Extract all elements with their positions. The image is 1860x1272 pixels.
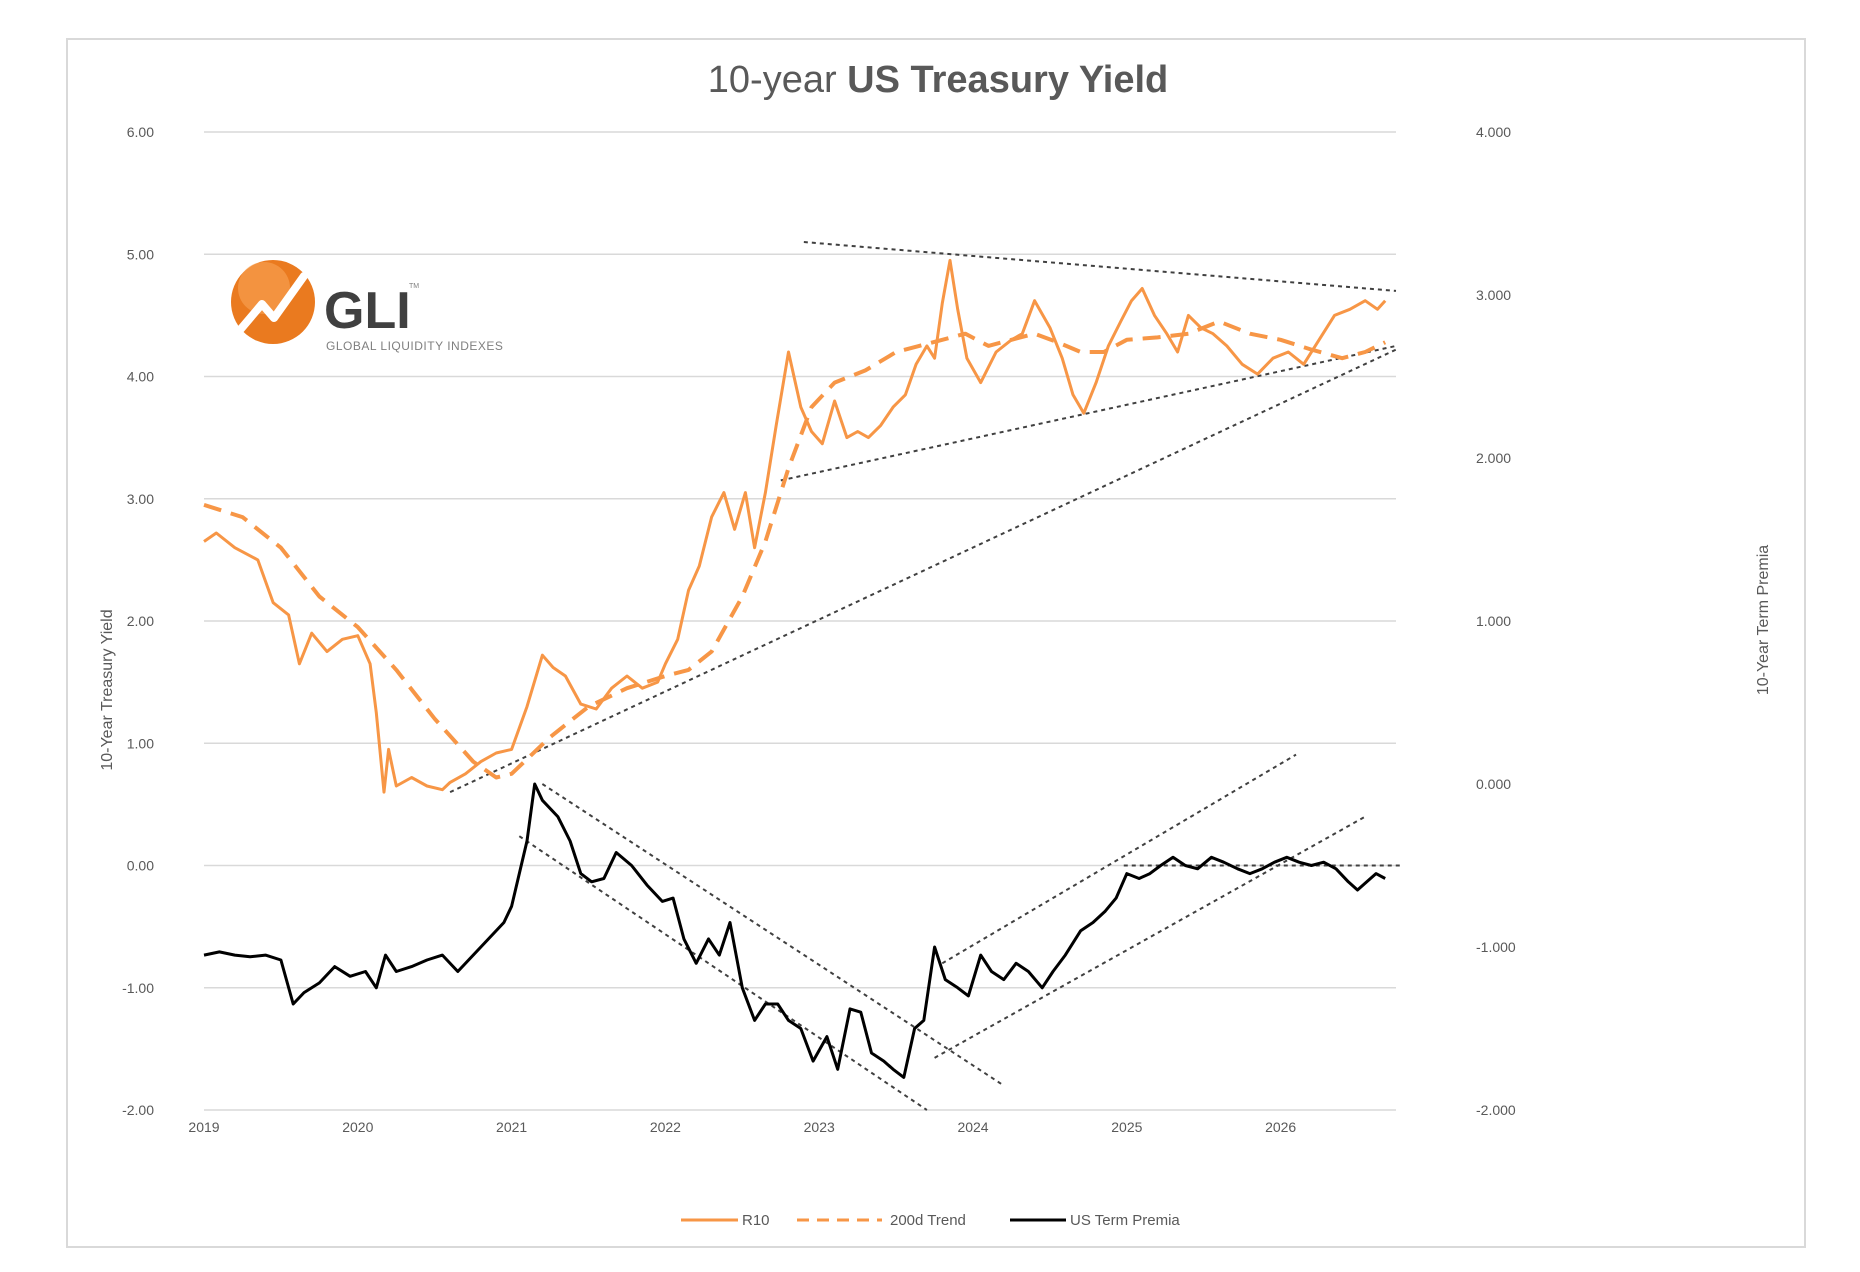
y-right-tick-label: 1.000 xyxy=(1476,613,1511,629)
gli-logo-tagline: GLOBAL LIQUIDITY INDEXES xyxy=(326,339,503,353)
chart-title-part-2: US Treasury Yield xyxy=(847,59,1168,101)
trendlines xyxy=(449,241,1401,1111)
y-right-tick-label: 3.000 xyxy=(1476,287,1511,303)
y-right-tick-label: 4.000 xyxy=(1476,124,1511,140)
y-right-tick-label: -2.000 xyxy=(1476,1102,1516,1118)
y-left-tick-label: 0.00 xyxy=(127,858,154,874)
y-left-tick-label: 1.00 xyxy=(127,735,154,751)
x-tick-label: 2026 xyxy=(1265,1119,1296,1135)
x-tick-label: 2025 xyxy=(1111,1119,1142,1135)
y-left-tick-label: 5.00 xyxy=(127,246,154,262)
x-tick-label: 2022 xyxy=(650,1119,681,1135)
y-left-tick-label: 2.00 xyxy=(127,613,154,629)
legend-label-200d-trend: 200d Trend xyxy=(890,1212,966,1229)
series-lines xyxy=(203,258,1387,1079)
y-left-tick-label: 4.00 xyxy=(127,369,154,385)
x-tick-label: 2023 xyxy=(804,1119,835,1135)
y-right-tick-label: -1.000 xyxy=(1476,939,1516,955)
gli-logo: GLI TM GLOBAL LIQUIDITY INDEXES xyxy=(231,260,503,353)
chart-title-part-1: 10-year xyxy=(708,59,847,101)
chart-title: 10-year US Treasury Yield xyxy=(708,59,1168,101)
y-left-tick-label: 3.00 xyxy=(127,491,154,507)
gli-logo-highlight xyxy=(238,262,290,314)
y-left-tick-label: -2.00 xyxy=(122,1102,154,1118)
y-right-tick-label: 0.000 xyxy=(1476,776,1511,792)
gli-logo-wordmark: GLI xyxy=(324,282,411,340)
chart-frame: 10-year US Treasury Yield 6.00 5.00 4.00 3.… xyxy=(66,38,1806,1248)
legend: R10 200d Trend US Term Premia xyxy=(681,1212,1180,1229)
gridlines xyxy=(204,131,1396,1111)
trendline xyxy=(934,815,1366,1059)
x-tick-label: 2021 xyxy=(496,1119,527,1135)
chart-svg: 10-year US Treasury Yield 6.00 5.00 4.00 3.… xyxy=(99,59,1772,1229)
series-line-r10 xyxy=(203,258,1387,794)
y-left-tick-label: 6.00 xyxy=(127,124,154,140)
y-axis-right-title: 10-Year Term Premia xyxy=(1755,545,1772,695)
gli-logo-arrow-icon xyxy=(236,272,308,334)
gli-logo-trademark: TM xyxy=(409,283,419,290)
y-left-tick-label: -1.00 xyxy=(122,980,154,996)
trendline xyxy=(803,241,1397,292)
y-right-tick-label: 2.000 xyxy=(1476,450,1511,466)
series-line-200d-trend xyxy=(203,319,1387,780)
tick-labels: 6.00 5.00 4.00 3.00 2.00 1.00 0.00 -1.00 -2.00 4.… xyxy=(122,124,1516,1135)
y-axis-left-title: 10-Year Treasury Yield xyxy=(99,609,116,770)
series-line-us-term-premia xyxy=(203,782,1386,1079)
trendline xyxy=(941,753,1297,965)
legend-label-us-term-premia: US Term Premia xyxy=(1070,1212,1180,1229)
x-tick-label: 2019 xyxy=(188,1119,219,1135)
trendline xyxy=(780,344,1397,482)
trendline xyxy=(518,835,928,1111)
trendline xyxy=(449,348,1397,794)
x-tick-label: 2020 xyxy=(342,1119,373,1135)
legend-label-r10: R10 xyxy=(742,1212,770,1229)
x-tick-label: 2024 xyxy=(957,1119,988,1135)
trendline xyxy=(541,783,1005,1087)
